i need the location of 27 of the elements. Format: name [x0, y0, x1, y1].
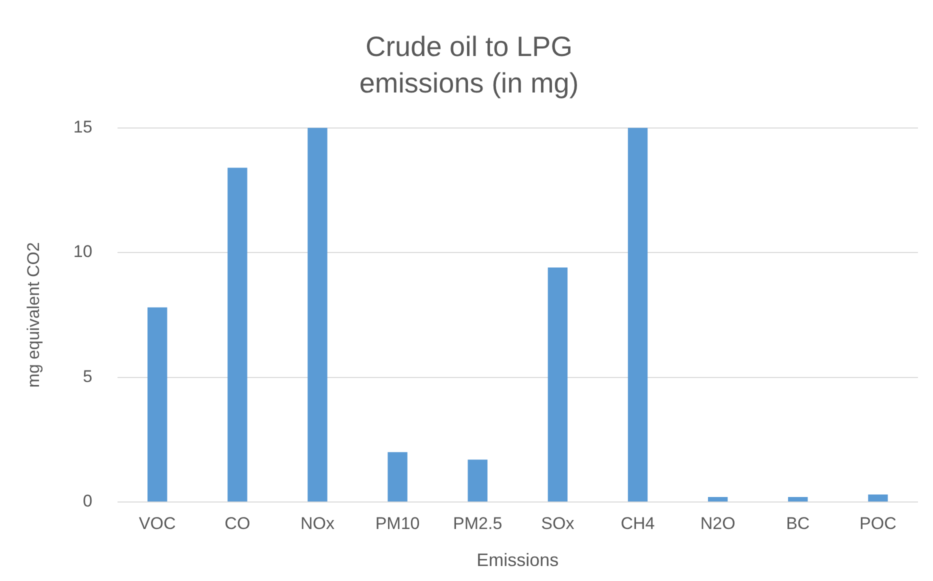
x-tick-label: NOx	[300, 514, 335, 533]
x-tick-label: CH4	[620, 514, 655, 533]
y-tick-label: 10	[73, 242, 92, 262]
x-tick-label: PM10	[375, 514, 420, 533]
y-tick-label: 0	[82, 492, 92, 511]
x-tick-label: VOC	[138, 514, 176, 533]
x-tick-label: POC	[860, 514, 896, 533]
bar	[708, 497, 728, 502]
x-tick-label: PM2.5	[453, 514, 502, 533]
bar	[388, 452, 408, 502]
chart-title: Crude oil to LPG emissions (in mg)	[359, 30, 579, 98]
bar	[548, 268, 568, 502]
x-axis-title: Emissions	[476, 550, 559, 570]
bar	[147, 307, 168, 502]
bar	[468, 460, 488, 502]
bar	[228, 168, 248, 502]
bar	[308, 128, 328, 502]
y-tick-label: 5	[82, 366, 92, 386]
bar	[868, 494, 888, 502]
x-tick-label: SOx	[541, 514, 575, 533]
y-tick-label: 15	[73, 117, 92, 136]
y-axis-title: mg equivalent CO2	[24, 242, 43, 388]
x-tick-label: N2O	[700, 514, 736, 533]
x-tick-label: CO	[224, 514, 250, 533]
x-tick-label: BC	[786, 514, 810, 533]
bar	[628, 128, 648, 502]
bar	[788, 497, 808, 502]
